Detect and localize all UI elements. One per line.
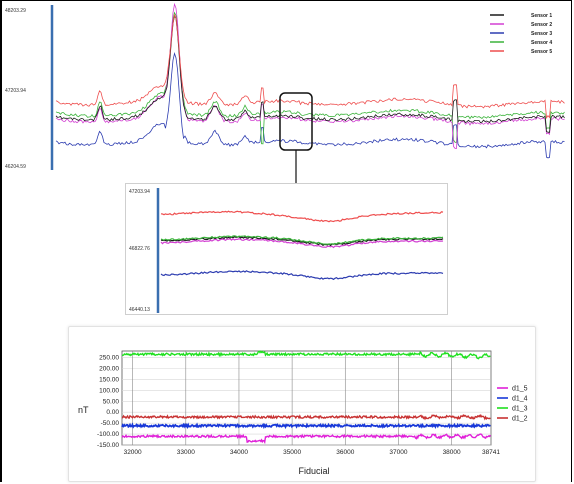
overview-series-line [55, 52, 565, 159]
zoom-ytick-top: 47203.94 [129, 189, 150, 195]
difference-xtick: 33000 [177, 449, 195, 456]
difference-series-line [121, 350, 491, 360]
difference-legend-label: d1_2 [512, 416, 528, 423]
overview-legend: Sensor 1 Sensor 2 Sensor 3 Sensor 4 Sensor 5 [490, 13, 552, 55]
overview-series-line [55, 2, 565, 149]
zoom-series-line [160, 235, 444, 245]
overview-ytick-bottom: 46204.59 [5, 164, 26, 170]
difference-legend-label: d1_5 [512, 386, 528, 393]
overview-ytick-mid: 47203.94 [5, 88, 26, 94]
overview-series-line [55, 11, 565, 145]
zoom-series-line [160, 210, 444, 223]
zoom-detail-chart: 47203.94 46822.76 46440.13 [125, 183, 448, 315]
difference-xtick: 32000 [124, 449, 142, 456]
overview-legend-label: Sensor 4 [531, 40, 552, 46]
difference-xtick: 37000 [389, 449, 407, 456]
difference-series-line [121, 422, 491, 430]
overview-legend-label: Sensor 3 [531, 31, 552, 37]
difference-ytick: -100.00 [97, 431, 119, 438]
difference-y-label: nT [78, 405, 89, 415]
difference-legend-label: d1_3 [512, 406, 528, 413]
difference-ytick: 150.00 [99, 376, 119, 383]
overview-series-line [55, 13, 565, 120]
difference-ytick: 0.00 [106, 409, 119, 416]
difference-legend-label: d1_4 [512, 396, 528, 403]
overview-legend-label: Sensor 5 [531, 49, 552, 55]
difference-series-line [121, 413, 491, 421]
difference-ytick: 100.00 [99, 387, 119, 394]
difference-ytick: 50.00 [103, 398, 120, 405]
difference-chart: 250.00 200.00 150.00 100.00 50.00 0.00 -50.00 -… [78, 350, 528, 476]
zoom-ytick-bottom: 46440.13 [129, 307, 150, 313]
overview-series-line [55, 15, 565, 133]
overview-ytick-top: 48203.29 [5, 8, 26, 14]
difference-chart-frame [68, 326, 536, 482]
overview-legend-label: Sensor 2 [531, 22, 552, 28]
difference-x-label: Fiducial [298, 466, 329, 476]
overview-chart: 48203.29 47203.94 46204.59 Sensor 1Senso… [5, 2, 565, 170]
difference-ytick: 200.00 [99, 365, 119, 372]
zoom-ytick-mid: 46822.76 [129, 246, 150, 252]
zoom-series-line [160, 236, 444, 247]
difference-xtick: 38741 [482, 449, 500, 456]
difference-ytick: -150.00 [97, 442, 119, 449]
difference-plot-area [121, 350, 492, 446]
difference-xtick: 36000 [336, 449, 354, 456]
zoom-series-line [160, 238, 444, 249]
overview-legend-label: Sensor 1 [531, 13, 552, 19]
difference-ytick: -50.00 [101, 420, 120, 427]
zoom-detail-frame [125, 183, 448, 315]
difference-legend: d1_5 d1_4 d1_3 d1_2 [497, 386, 528, 423]
zoom-series-line [160, 270, 444, 281]
difference-series-line [121, 433, 491, 445]
difference-xtick: 34000 [230, 449, 248, 456]
difference-ytick: 250.00 [99, 355, 119, 362]
difference-xtick: 38000 [443, 449, 461, 456]
difference-xtick: 35000 [283, 449, 301, 456]
